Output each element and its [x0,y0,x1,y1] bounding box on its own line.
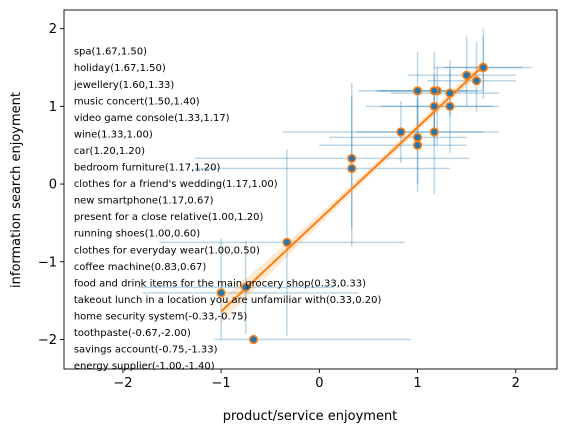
annotation-label-2: jewellery(1.60,1.33) [73,80,175,91]
annotation-label-18: savings account(-0.75,-1.33) [74,345,218,356]
data-point-10 [412,86,423,96]
annotation-label-1: holiday(1.67,1.50) [74,63,166,74]
annotation-label-7: bedroom furniture(1.17,1.20) [74,163,221,174]
fit-line-layer [220,64,485,313]
data-point-13 [396,127,406,137]
data-point-1 [478,62,488,73]
x-axis-label: product/service enjoyment [223,409,398,424]
data-point-17 [248,334,259,345]
x-tick-label-3: 1 [413,376,421,391]
data-point-5 [445,101,455,111]
annotation-label-3: music concert(1.50,1.40) [74,96,200,107]
annotation-label-4: video game console(1.33,1.17) [74,113,230,124]
annotation-label-17: toothpaste(-0.67,-2.00) [74,328,191,339]
data-point-15 [347,163,357,174]
annotation-label-11: running shoes(1.00,0.60) [74,229,200,240]
x-tick-label-4: 2 [512,376,520,391]
data-point-8 [429,101,439,111]
data-point-9 [429,127,439,137]
data-point-16 [282,237,292,247]
y-tick-label-0: −2 [38,333,57,348]
annotation-label-14: food and drink items for the main grocer… [74,278,366,289]
annotation-label-16: home security system(-0.33,-0.75) [74,312,248,323]
plot-area-frame [63,9,558,370]
annotation-label-5: wine(1.33,1.00) [74,129,153,140]
data-point-14 [347,153,357,164]
data-point-18 [241,282,251,293]
data-point-4 [445,88,455,98]
annotation-label-15: takeout lunch in a location you are unfa… [74,295,382,306]
annotation-label-9: new smartphone(1.17,0.67) [74,196,214,207]
annotation-layer: spa(1.67,1.50) holiday(1.67,1.50) jeweller… [73,47,382,372]
annotation-label-19: energy supplier(-1.00,-1.40) [74,361,215,372]
data-point-11 [412,132,423,143]
annotation-label-6: car(1.20,1.20) [74,146,145,157]
data-point-19 [216,288,226,298]
annotation-label-0: spa(1.67,1.50) [74,47,147,58]
y-tick-label-2: 0 [49,178,57,193]
y-tick-label-1: −1 [38,255,57,270]
y-axis-ticks: −2 −1 0 1 2 [38,22,64,348]
x-tick-label-0: −2 [113,376,132,391]
data-point-7 [429,86,439,96]
annotation-label-8: clothes for a friend's wedding(1.17,1.00… [74,179,278,190]
x-axis-ticks: −2 −1 0 1 2 [113,369,520,391]
data-point-3 [462,70,472,80]
regression-line [220,64,485,313]
data-point-2 [471,76,482,86]
y-tick-label-3: 1 [49,100,57,115]
x-tick-label-1: −1 [212,376,231,391]
y-tick-label-4: 2 [49,22,57,37]
data-point-12 [412,140,423,150]
annotation-label-12: clothes for everyday wear(1.00,0.50) [74,245,260,256]
point-layer [216,62,488,345]
y-axis-label: information search enjoyment [9,92,24,288]
annotation-label-10: present for a close relative(1.00,1.20) [74,212,264,223]
annotation-label-13: coffee machine(0.83,0.67) [74,262,207,273]
x-tick-label-2: 0 [315,376,323,391]
